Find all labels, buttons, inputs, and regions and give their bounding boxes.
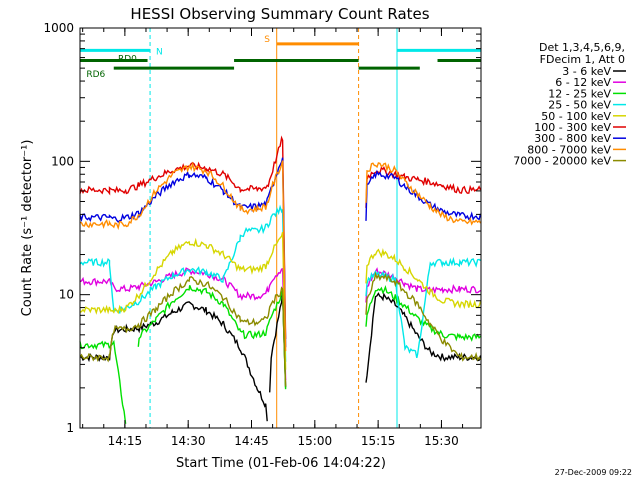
y-tick-label: 100 [51, 154, 74, 168]
series-line [79, 271, 482, 387]
legend-label: 100 - 300 keV [534, 121, 611, 134]
legend-label: 25 - 50 keV [548, 99, 611, 112]
series-50-100-kev [79, 232, 482, 370]
legend-header: FDecim 1, Att 0 [540, 53, 625, 66]
series-line [79, 232, 482, 370]
series-800-7000-kev [79, 160, 482, 352]
y-tick-label: 10 [59, 288, 74, 302]
y-tick-label: 1000 [43, 21, 74, 35]
series-line [79, 160, 482, 352]
legend-label: 50 - 100 keV [541, 110, 611, 123]
axes: 1 10 100 1000 14:15 14:30 14:45 15:00 15:15 15:30 [43, 21, 481, 448]
series-7000-20000-kev [79, 271, 482, 387]
series-3-6-kev [79, 292, 482, 422]
legend: Det 1,3,4,5,6,9,FDecim 1, Att 03 - 6 keV… [513, 41, 626, 168]
series-line [79, 157, 482, 348]
x-tick-label: 15:15 [361, 434, 396, 448]
flag-label-rd6: RD6 [86, 70, 105, 80]
series-line [79, 135, 482, 340]
x-tick-label: 15:30 [424, 434, 459, 448]
series-line [79, 267, 481, 381]
series-line [79, 292, 482, 422]
legend-label: 7000 - 20000 keV [513, 155, 611, 168]
flag-label-n: N [156, 47, 163, 57]
chart-title: HESSI Observing Summary Count Rates [130, 5, 429, 23]
flag-label-s: S [264, 35, 270, 45]
legend-label: 3 - 6 keV [562, 65, 611, 78]
x-axis-label: Start Time (01-Feb-06 14:04:22) [176, 456, 386, 471]
plot-area: N S RD0 RD6 [79, 28, 482, 428]
flag-label-rd0: RD0 [118, 55, 137, 65]
x-tick-label: 14:45 [234, 434, 269, 448]
plot-frame [79, 27, 482, 429]
y-tick-label: 1 [66, 421, 74, 435]
legend-label: 12 - 25 keV [548, 87, 611, 100]
x-tick-label: 14:15 [108, 434, 143, 448]
footer-timestamp: 27-Dec-2009 09:22 [555, 468, 632, 477]
x-tick-label: 14:30 [171, 434, 206, 448]
legend-header: Det 1,3,4,5,6,9, [539, 41, 625, 54]
legend-label: 800 - 7000 keV [527, 143, 611, 156]
series-300-800-kev [79, 157, 482, 348]
x-tick-label: 15:00 [298, 434, 333, 448]
series-6-12-kev [79, 267, 481, 381]
series-100-300-kev [79, 135, 482, 340]
legend-label: 6 - 12 keV [555, 76, 611, 89]
legend-label: 300 - 800 keV [534, 132, 611, 145]
y-axis-label: Count Rate (s⁻¹ detector⁻¹) [20, 140, 35, 317]
